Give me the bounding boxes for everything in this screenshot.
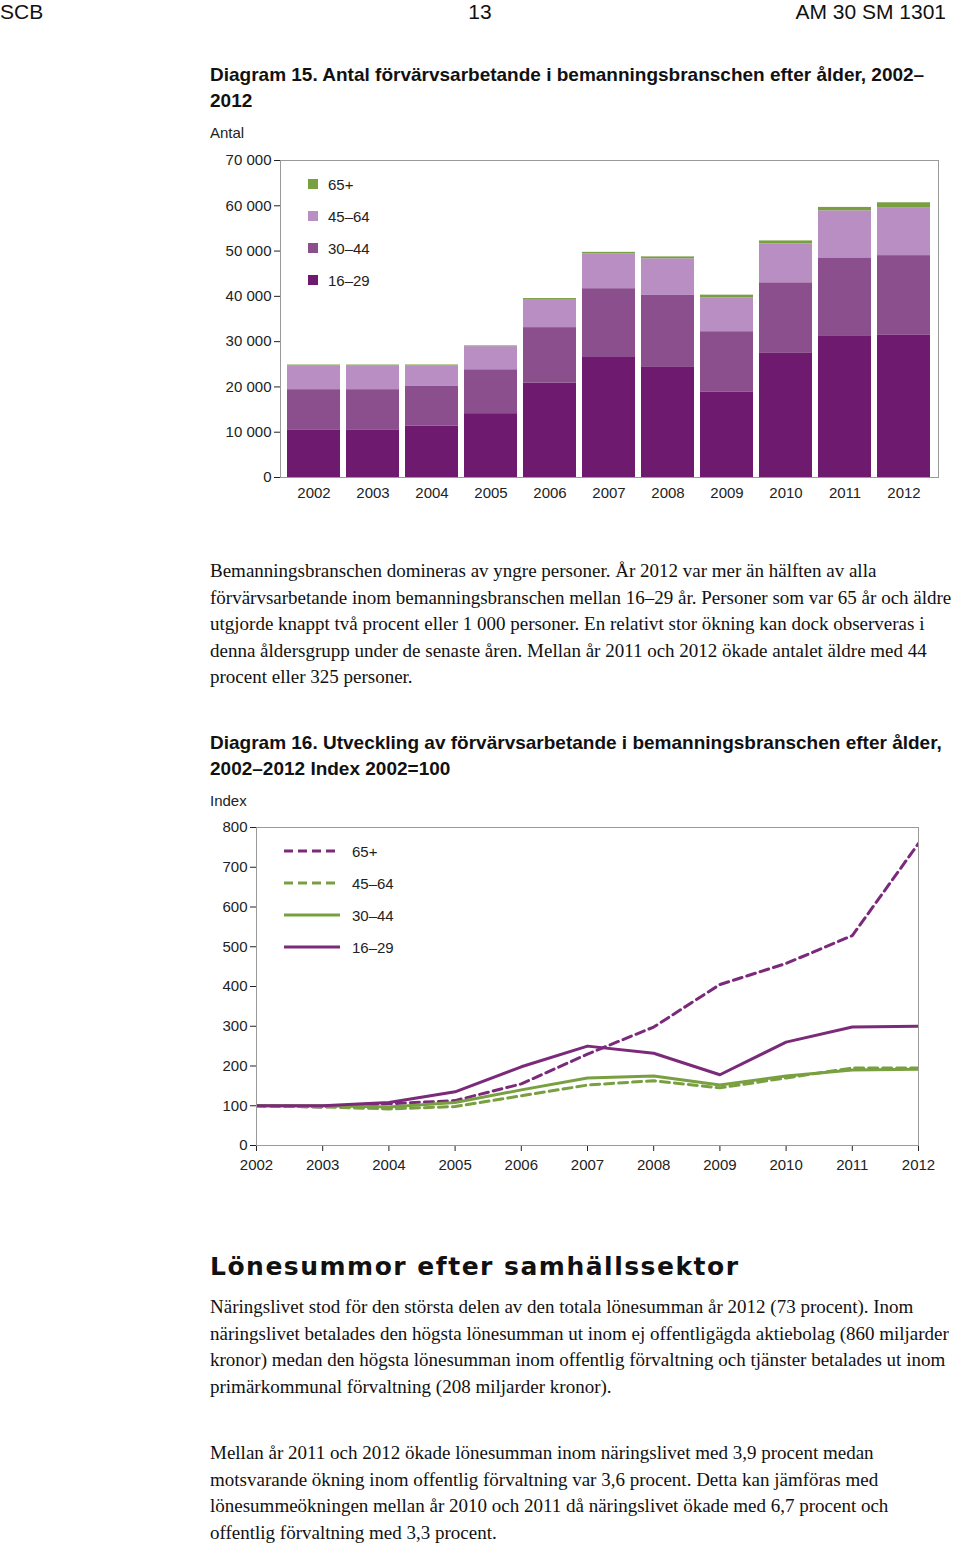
html-text:65+: 65+ [328, 175, 354, 193]
html-text:30–44: 30–44 [328, 239, 370, 257]
html-text:Näringslivet stod för den stör: Näringslivet stod för den största delen … [210, 1296, 949, 1397]
svg-text:2003: 2003 [356, 484, 389, 501]
svg-text:2010: 2010 [769, 1156, 802, 1173]
html-text:65+: 65+ [352, 842, 378, 860]
html-text:13: 13 [468, 0, 492, 23]
svg-text:800: 800 [222, 818, 247, 835]
svg-text:2009: 2009 [703, 1156, 736, 1173]
html-text:Lönesummor efter samhällssekto: Lönesummor efter samhällssektor [210, 1252, 740, 1281]
svg-text:2004: 2004 [415, 484, 448, 501]
svg-text:300: 300 [222, 1017, 247, 1034]
svg-text:60 000: 60 000 [226, 197, 272, 214]
svg-text:2012: 2012 [887, 484, 920, 501]
svg-text:2010: 2010 [769, 484, 802, 501]
svg-text:0: 0 [263, 468, 271, 485]
svg-text:2004: 2004 [372, 1156, 405, 1173]
svg-text:2011: 2011 [836, 1156, 868, 1173]
svg-text:2002: 2002 [297, 484, 330, 501]
svg-text:2005: 2005 [438, 1156, 471, 1173]
svg-text:600: 600 [222, 898, 247, 915]
svg-text:2008: 2008 [651, 484, 684, 501]
svg-text:400: 400 [222, 977, 247, 994]
html-text:16–29: 16–29 [352, 938, 394, 956]
html-text:Diagram 16. Utveckling av förv: Diagram 16. Utveckling av förvärvsarbeta… [210, 732, 942, 779]
svg-text:10 000: 10 000 [226, 423, 272, 440]
svg-text:2006: 2006 [533, 484, 566, 501]
html-text:Antal: Antal [210, 124, 245, 141]
svg-text:2011: 2011 [829, 484, 861, 501]
svg-text:30 000: 30 000 [226, 332, 272, 349]
svg-text:2006: 2006 [505, 1156, 538, 1173]
html-text:AM 30 SM 1301: AM 30 SM 1301 [795, 0, 946, 23]
html-text:45–64: 45–64 [328, 207, 370, 225]
svg-text:500: 500 [222, 938, 247, 955]
svg-text:0: 0 [239, 1136, 247, 1153]
svg-text:2002: 2002 [240, 1156, 273, 1173]
html-text:Mellan år 2011 och 2012 ökade: Mellan år 2011 och 2012 ökade lönesumman… [210, 1442, 889, 1543]
svg-text:2007: 2007 [571, 1156, 604, 1173]
svg-text:100: 100 [222, 1097, 247, 1114]
html-text:Bemanningsbranschen domineras: Bemanningsbranschen domineras av yngre p… [210, 560, 952, 687]
html-text:16–29: 16–29 [328, 271, 370, 289]
svg-text:2005: 2005 [474, 484, 507, 501]
html-text:SCB: SCB [0, 0, 44, 23]
svg-text:20 000: 20 000 [226, 378, 272, 395]
svg-text:70 000: 70 000 [226, 151, 272, 168]
svg-text:2003: 2003 [306, 1156, 339, 1173]
svg-text:2012: 2012 [902, 1156, 935, 1173]
svg-text:40 000: 40 000 [226, 287, 272, 304]
svg-text:2009: 2009 [710, 484, 743, 501]
svg-text:2008: 2008 [637, 1156, 670, 1173]
html-text:Index: Index [210, 792, 247, 809]
html-text:Diagram 15. Antal förvärvsarbe: Diagram 15. Antal förvärvsarbetande i be… [210, 64, 925, 111]
html-text:30–44: 30–44 [352, 906, 394, 924]
svg-text:700: 700 [222, 858, 247, 875]
svg-text:50 000: 50 000 [226, 242, 272, 259]
html-text:45–64: 45–64 [352, 874, 394, 892]
svg-text:200: 200 [222, 1057, 247, 1074]
svg-text:2007: 2007 [592, 484, 625, 501]
